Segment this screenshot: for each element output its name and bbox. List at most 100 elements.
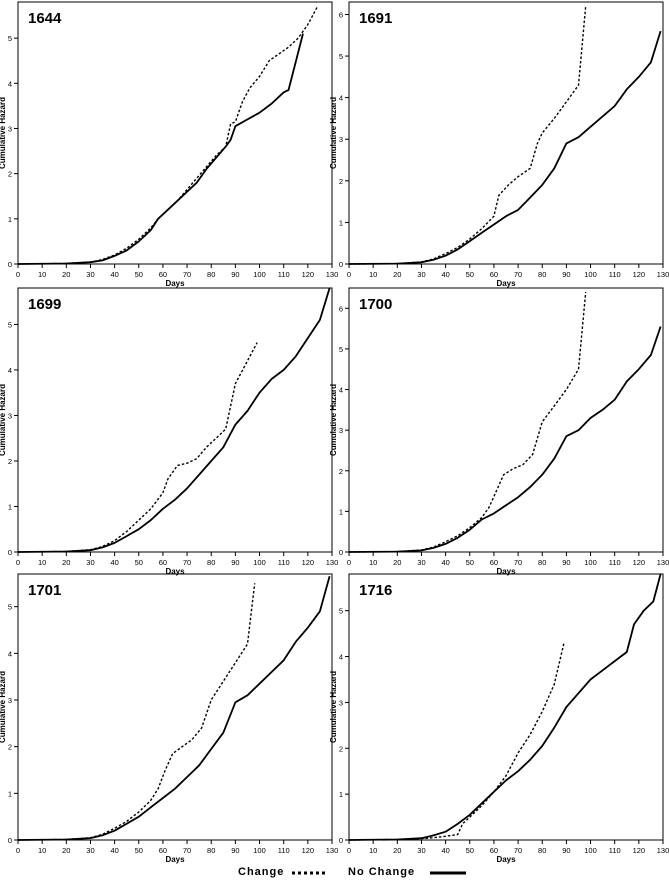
y-axis-label: Cumulative Hazard — [0, 97, 7, 169]
y-axis-label: Cumulative Hazard — [0, 384, 7, 456]
x-tick-label: 50 — [466, 558, 474, 567]
x-tick-label: 70 — [514, 558, 522, 567]
x-tick-label: 50 — [135, 270, 143, 279]
x-tick-label: 90 — [562, 558, 570, 567]
x-tick-label: 70 — [183, 846, 191, 855]
x-tick-label: 60 — [159, 270, 167, 279]
y-tick-label: 1 — [339, 790, 343, 799]
panel-title: 1691 — [359, 10, 392, 27]
panel-title: 1699 — [28, 296, 61, 313]
x-tick-label: 0 — [347, 558, 351, 567]
y-tick-label: 4 — [8, 649, 12, 658]
y-tick-label: 5 — [8, 34, 12, 43]
series-no-change-line — [348, 573, 662, 841]
x-tick-label: 110 — [609, 270, 621, 279]
x-tick-label: 40 — [110, 270, 118, 279]
x-tick-label: 120 — [302, 270, 315, 279]
plot-frame — [17, 287, 333, 553]
x-tick-label: 60 — [490, 270, 498, 279]
y-axis-label: Cumulative Hazard — [329, 671, 338, 743]
y-tick-label: 4 — [8, 366, 12, 375]
x-tick-label: 10 — [38, 558, 46, 567]
x-tick-label: 10 — [38, 270, 46, 279]
x-tick-label: 80 — [538, 270, 546, 279]
x-tick-label: 60 — [490, 846, 498, 855]
series-change-line — [348, 642, 565, 841]
y-tick-label: 0 — [339, 548, 343, 557]
x-tick-label: 110 — [609, 846, 621, 855]
x-tick-label: 110 — [278, 846, 290, 855]
y-tick-label: 6 — [339, 304, 343, 313]
y-tick-label: 1 — [339, 218, 343, 227]
y-tick-label: 5 — [8, 603, 12, 612]
x-tick-label: 70 — [514, 270, 522, 279]
x-tick-label: 120 — [633, 846, 646, 855]
y-tick-label: 0 — [339, 260, 343, 269]
x-tick-label: 0 — [16, 558, 20, 567]
x-tick-label: 130 — [326, 270, 339, 279]
y-tick-label: 3 — [339, 135, 343, 144]
x-tick-label: 110 — [278, 270, 290, 279]
x-tick-label: 90 — [231, 846, 239, 855]
y-tick-label: 3 — [339, 426, 343, 435]
x-axis-label: Days — [165, 855, 185, 864]
x-tick-label: 70 — [183, 558, 191, 567]
panel-title: 1701 — [28, 582, 61, 599]
x-tick-label: 40 — [441, 558, 449, 567]
x-tick-label: 100 — [253, 558, 266, 567]
x-tick-label: 20 — [393, 846, 401, 855]
x-tick-label: 130 — [326, 846, 339, 855]
x-tick-label: 40 — [441, 846, 449, 855]
y-tick-label: 0 — [339, 836, 343, 845]
x-tick-label: 10 — [369, 270, 377, 279]
y-tick-label: 4 — [339, 386, 343, 395]
y-tick-label: 5 — [8, 320, 12, 329]
y-tick-label: 1 — [8, 215, 12, 224]
y-tick-label: 2 — [339, 467, 343, 476]
y-tick-label: 2 — [339, 744, 343, 753]
y-tick-label: 2 — [8, 743, 12, 752]
series-change-line — [17, 342, 258, 553]
x-tick-label: 90 — [562, 846, 570, 855]
x-tick-label: 80 — [538, 846, 546, 855]
x-tick-label: 50 — [135, 846, 143, 855]
x-axis-label: Days — [496, 567, 516, 576]
x-axis-label: Days — [165, 567, 185, 576]
y-tick-label: 1 — [8, 502, 12, 511]
panel-1699: 0 10 20 30 40 50 60 70 80 90 100 110 120 130 0 1 2 3 4 5 169… — [0, 287, 339, 576]
y-tick-label: 0 — [8, 836, 12, 845]
series-change-line — [17, 583, 256, 841]
y-tick-label: 5 — [339, 345, 343, 354]
y-axis-label: Cumulative Hazard — [329, 384, 338, 456]
x-tick-label: 50 — [135, 558, 143, 567]
x-tick-label: 0 — [347, 270, 351, 279]
x-axis-label: Days — [496, 279, 516, 288]
panel-title: 1716 — [359, 582, 392, 599]
x-tick-label: 100 — [584, 270, 597, 279]
x-tick-label: 40 — [110, 558, 118, 567]
x-tick-label: 110 — [278, 558, 290, 567]
plot-frame — [348, 1, 664, 265]
x-tick-label: 80 — [207, 558, 215, 567]
x-tick-label: 20 — [393, 558, 401, 567]
x-tick-label: 80 — [538, 558, 546, 567]
x-tick-label: 130 — [657, 270, 669, 279]
x-tick-label: 130 — [657, 558, 669, 567]
legend-change-label: Change — [238, 866, 285, 878]
x-tick-label: 20 — [62, 846, 70, 855]
y-tick-label: 4 — [339, 94, 343, 103]
x-tick-label: 30 — [86, 270, 94, 279]
x-tick-label: 30 — [86, 846, 94, 855]
y-tick-label: 5 — [339, 52, 343, 61]
y-tick-label: 0 — [8, 260, 12, 269]
x-tick-label: 130 — [326, 558, 339, 567]
y-tick-label: 3 — [8, 696, 12, 705]
series-no-change-line — [17, 576, 331, 841]
x-tick-label: 80 — [207, 270, 215, 279]
x-tick-label: 110 — [609, 558, 621, 567]
x-axis-label: Days — [496, 855, 516, 864]
legend-no-change-label: No Change — [348, 866, 416, 878]
plot-frame — [348, 573, 664, 841]
panel-1716: 0 10 20 30 40 50 60 70 80 90 100 110 120 130012345171… — [329, 573, 669, 864]
